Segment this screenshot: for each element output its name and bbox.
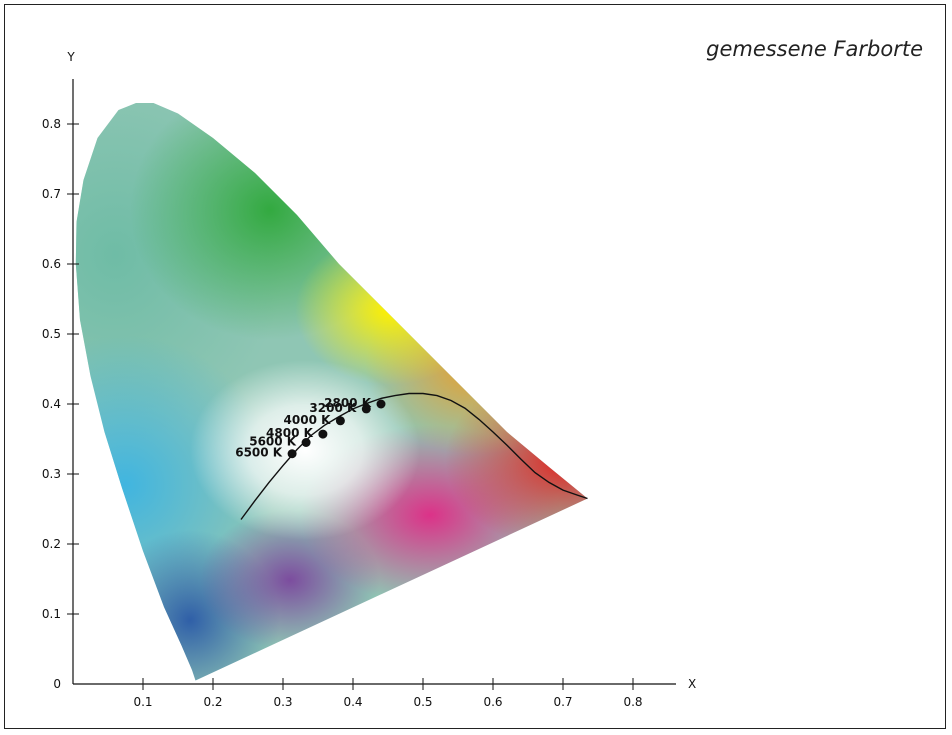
y-tick-label: 0.6 [42,257,61,271]
x-tick-label: 0.8 [623,695,642,709]
origin-label: 0 [53,677,61,691]
point-label: 6500 K [235,446,283,460]
caption: gemessene Farborte [706,37,923,61]
x-tick-label: 0.6 [483,695,502,709]
cie-chromaticity-chart: 0.1 0.2 0.3 0.4 0.5 0.6 0.7 0.8 0.1 0.2 0.3 0.4 0.5 0… [42,50,696,709]
x-tick-label: 0.5 [413,695,432,709]
measured-point [361,404,371,414]
axes: 0.1 0.2 0.3 0.4 0.5 0.6 0.7 0.8 0.1 0.2 0.3 0.4 0.5 0… [42,50,696,709]
x-tick-label: 0.4 [343,695,362,709]
point-label: 4000 K [284,413,332,427]
measured-point [376,399,386,409]
measured-point [287,449,297,459]
chromaticity-color-field [75,103,588,681]
y-axis-label: Y [66,50,75,64]
point-label: 4800 K [266,426,314,440]
y-tick-label: 0.5 [42,327,61,341]
point-label: 2800 K [324,396,372,410]
y-tick-label: 0.8 [42,117,61,131]
measured-point [301,438,311,447]
x-tick-label: 0.1 [133,695,152,709]
y-tick-label: 0.1 [42,607,61,621]
y-tick-label: 0.7 [42,187,61,201]
y-tick-label: 0.2 [42,537,61,551]
x-tick-label: 0.2 [203,695,222,709]
measured-point [318,429,328,439]
measured-point [335,416,345,426]
figure-frame: gemessene Farborte [4,4,946,729]
point-label: 3200 K [309,401,357,415]
point-label: 5600 K [249,435,297,449]
x-tick-label: 0.7 [553,695,572,709]
x-tick-label: 0.3 [273,695,292,709]
x-axis-label: X [688,677,696,691]
y-tick-label: 0.3 [42,467,61,481]
y-tick-label: 0.4 [42,397,61,411]
planckian-locus-curve [240,392,588,520]
